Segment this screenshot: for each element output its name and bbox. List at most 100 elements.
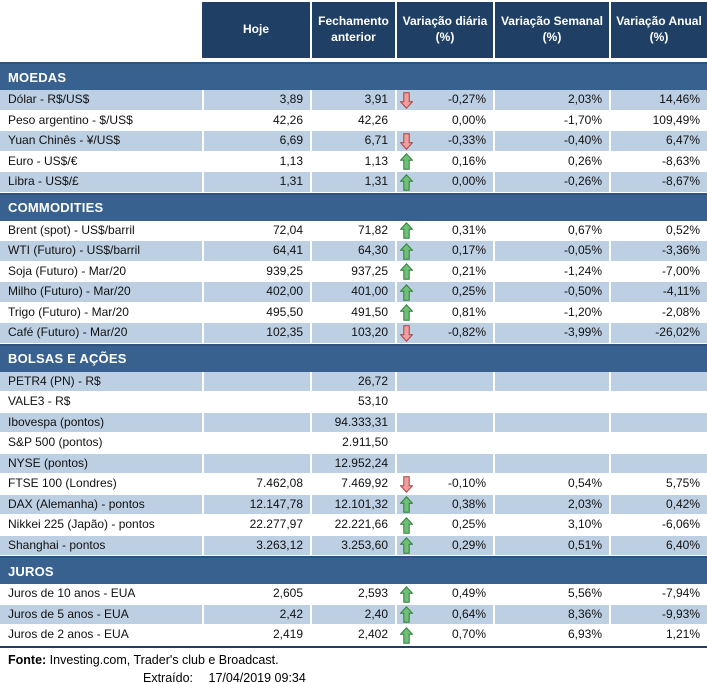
cell-variacao-anual: -26,02% bbox=[609, 323, 707, 344]
cell-variacao-diaria: 0,38% bbox=[395, 494, 493, 515]
no-change-icon bbox=[400, 373, 413, 390]
row-label: Nikkei 225 (Japão) - pontos bbox=[0, 515, 202, 536]
cell-variacao-anual: 1,21% bbox=[609, 625, 707, 646]
table-row[interactable]: Nikkei 225 (Japão) - pontos 22.277,97 22.2… bbox=[0, 515, 707, 536]
cell-variacao-diaria: 0,17% bbox=[395, 241, 493, 262]
cell-variacao-semanal: 5,56% bbox=[493, 584, 609, 605]
table-row[interactable]: VALE3 - R$ 53,10 bbox=[0, 392, 707, 413]
cell-fechamento-anterior: 12.101,32 bbox=[310, 494, 395, 515]
cell-variacao-anual: -9,93% bbox=[609, 604, 707, 625]
row-label: Trigo (Futuro) - Mar/20 bbox=[0, 302, 202, 323]
cell-hoje: 64,41 bbox=[202, 241, 310, 262]
row-label: Euro - US$/€ bbox=[0, 151, 202, 172]
cell-hoje: 42,26 bbox=[202, 110, 310, 131]
table-row[interactable]: Trigo (Futuro) - Mar/20 495,50 491,50 0,81%… bbox=[0, 302, 707, 323]
cell-fechamento-anterior: 1,13 bbox=[310, 151, 395, 172]
down-arrow-icon bbox=[400, 324, 413, 342]
table-row[interactable]: Shanghai - pontos 3.263,12 3.253,60 0,29% 0,… bbox=[0, 535, 707, 556]
no-change-icon bbox=[400, 112, 413, 129]
cell-variacao-anual: -3,36% bbox=[609, 241, 707, 262]
variacao-diaria-value: 0,49% bbox=[451, 586, 486, 601]
variacao-diaria-value: 0,64% bbox=[451, 606, 486, 621]
up-arrow-icon bbox=[400, 304, 413, 321]
table-row[interactable]: S&P 500 (pontos) 2.911,50 bbox=[0, 433, 707, 454]
table-row[interactable]: Café (Futuro) - Mar/20 102,35 103,20 -0,82%… bbox=[0, 323, 707, 344]
section-header-bolsas-e-a-es: BOLSAS E AÇÕES bbox=[0, 343, 707, 372]
no-change-icon bbox=[400, 435, 413, 452]
table-row[interactable]: Euro - US$/€ 1,13 1,13 0,16% 0,26% -8,63% bbox=[0, 151, 707, 172]
table-row[interactable]: FTSE 100 (Londres) 7.462,08 7.469,92 -0,10%… bbox=[0, 474, 707, 495]
cell-variacao-anual bbox=[609, 453, 707, 474]
cell-fechamento-anterior: 42,26 bbox=[310, 110, 395, 131]
table-row[interactable]: Ibovespa (pontos) 94.333,31 bbox=[0, 412, 707, 433]
row-label: S&P 500 (pontos) bbox=[0, 433, 202, 454]
cell-fechamento-anterior: 491,50 bbox=[310, 302, 395, 323]
table-row[interactable]: WTI (Futuro) - US$/barril 64,41 64,30 0,17%… bbox=[0, 241, 707, 262]
table-row[interactable]: Juros de 10 anos - EUA 2,605 2,593 0,49% 5,5… bbox=[0, 584, 707, 605]
table-row[interactable]: Soja (Futuro) - Mar/20 939,25 937,25 0,21% -… bbox=[0, 261, 707, 282]
cell-variacao-diaria bbox=[395, 453, 493, 474]
table-row[interactable]: Brent (spot) - US$/barril 72,04 71,82 0,31%… bbox=[0, 220, 707, 241]
cell-variacao-semanal: 0,26% bbox=[493, 151, 609, 172]
cell-hoje bbox=[202, 392, 310, 413]
row-label: NYSE (pontos) bbox=[0, 453, 202, 474]
no-change-icon bbox=[400, 455, 413, 472]
cell-fechamento-anterior: 3.253,60 bbox=[310, 535, 395, 556]
table-row[interactable]: DAX (Alemanha) - pontos 12.147,78 12.101,3… bbox=[0, 494, 707, 515]
cell-hoje: 102,35 bbox=[202, 323, 310, 344]
variacao-diaria-value: 0,00% bbox=[451, 174, 486, 189]
cell-variacao-diaria: 0,70% bbox=[395, 625, 493, 646]
table-row[interactable]: Milho (Futuro) - Mar/20 402,00 401,00 0,25%… bbox=[0, 282, 707, 303]
section-title: JUROS bbox=[8, 563, 54, 579]
cell-variacao-anual: -7,94% bbox=[609, 584, 707, 605]
table-row[interactable]: Juros de 2 anos - EUA 2,419 2,402 0,70% 6,93… bbox=[0, 625, 707, 646]
table-row[interactable]: PETR4 (PN) - R$ 26,72 bbox=[0, 371, 707, 392]
cell-variacao-semanal bbox=[493, 392, 609, 413]
cell-variacao-semanal bbox=[493, 412, 609, 433]
row-label: Libra - US$/£ bbox=[0, 172, 202, 193]
cell-variacao-semanal: -1,20% bbox=[493, 302, 609, 323]
cell-fechamento-anterior: 2,593 bbox=[310, 584, 395, 605]
cell-variacao-semanal: 3,10% bbox=[493, 515, 609, 536]
cell-variacao-diaria bbox=[395, 433, 493, 454]
cell-hoje: 6,69 bbox=[202, 131, 310, 152]
table-row[interactable]: NYSE (pontos) 12.952,24 bbox=[0, 453, 707, 474]
table-row[interactable]: Libra - US$/£ 1,31 1,31 0,00% -0,26% -8,67% bbox=[0, 172, 707, 193]
table-row[interactable]: Peso argentino - $/US$ 42,26 42,26 0,00% -1,… bbox=[0, 110, 707, 131]
cell-variacao-diaria: 0,00% bbox=[395, 110, 493, 131]
cell-variacao-anual: -8,67% bbox=[609, 172, 707, 193]
row-label: Yuan Chinês - ¥/US$ bbox=[0, 131, 202, 152]
section-header-commodities: COMMODITIES bbox=[0, 192, 707, 221]
variacao-diaria-value: 0,00% bbox=[451, 112, 486, 127]
cell-variacao-diaria: 0,21% bbox=[395, 261, 493, 282]
cell-hoje: 2,419 bbox=[202, 625, 310, 646]
cell-variacao-diaria: 0,25% bbox=[395, 515, 493, 536]
col-header-variacao-anual: Variação Anual (%) bbox=[609, 2, 707, 58]
row-label: Milho (Futuro) - Mar/20 bbox=[0, 282, 202, 303]
table-row[interactable]: Juros de 5 anos - EUA 2,42 2,40 0,64% 8,36% -… bbox=[0, 604, 707, 625]
cell-variacao-anual: -6,06% bbox=[609, 515, 707, 536]
table-row[interactable]: Dólar - R$/US$ 3,89 3,91 -0,27% 2,03% 14,46% bbox=[0, 90, 707, 111]
cell-variacao-semanal bbox=[493, 453, 609, 474]
cell-variacao-anual: 6,47% bbox=[609, 131, 707, 152]
cell-variacao-semanal: -1,70% bbox=[493, 110, 609, 131]
variacao-diaria-value: -0,27% bbox=[447, 92, 486, 107]
table-header-row: Hoje Fechamento anterior Variação diária… bbox=[0, 2, 707, 58]
cell-variacao-semanal: -1,24% bbox=[493, 261, 609, 282]
cell-variacao-semanal: 0,54% bbox=[493, 474, 609, 495]
variacao-diaria-value: -0,10% bbox=[447, 476, 486, 491]
up-arrow-icon bbox=[400, 626, 413, 644]
up-arrow-icon bbox=[400, 242, 413, 260]
cell-variacao-diaria bbox=[395, 371, 493, 392]
down-arrow-icon bbox=[400, 91, 413, 109]
variacao-diaria-value: 0,70% bbox=[451, 627, 486, 642]
no-change-icon bbox=[400, 414, 413, 431]
table-row[interactable]: Yuan Chinês - ¥/US$ 6,69 6,71 -0,33% -0,40% 6… bbox=[0, 131, 707, 152]
variacao-diaria-value: 0,21% bbox=[451, 263, 486, 278]
cell-fechamento-anterior: 22.221,66 bbox=[310, 515, 395, 536]
row-label: Juros de 10 anos - EUA bbox=[0, 584, 202, 605]
row-label: WTI (Futuro) - US$/barril bbox=[0, 241, 202, 262]
cell-fechamento-anterior: 94.333,31 bbox=[310, 412, 395, 433]
cell-hoje: 72,04 bbox=[202, 220, 310, 241]
variacao-diaria-value: 0,31% bbox=[451, 222, 486, 237]
